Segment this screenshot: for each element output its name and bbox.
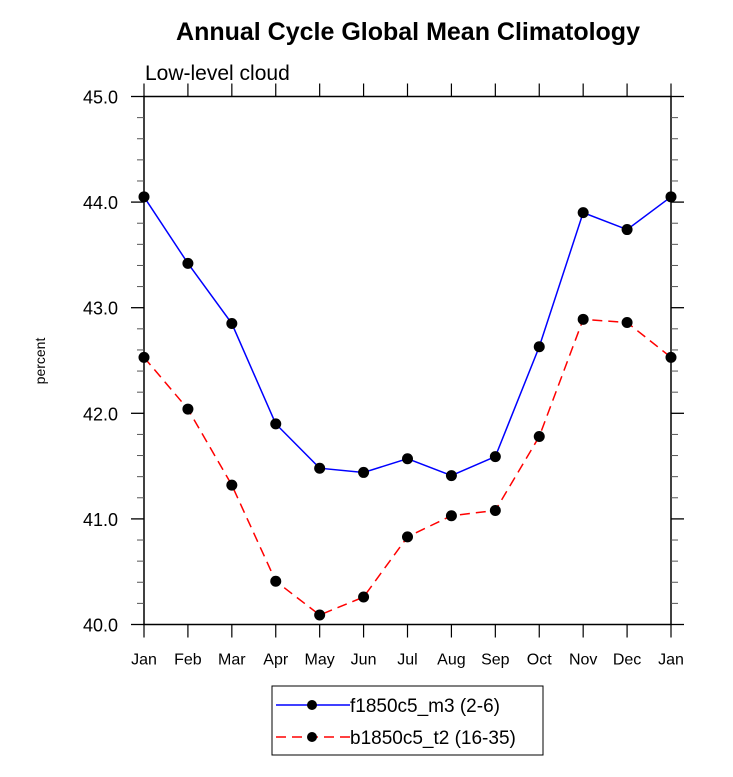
- series-line: [143, 318, 672, 616]
- x-tick-label: Jan: [131, 652, 157, 669]
- y-axis-label: percent: [32, 338, 48, 385]
- x-tick-label: Oct: [527, 652, 552, 669]
- data-point: [314, 609, 326, 621]
- series-layer: [138, 191, 677, 621]
- series-2: [138, 313, 677, 621]
- data-point: [577, 313, 589, 325]
- y-tick-label: 43.0: [83, 299, 118, 319]
- y-tick-label: 42.0: [83, 404, 118, 424]
- series-1: [138, 191, 677, 482]
- legend-box: [271, 685, 544, 756]
- series-line: [143, 196, 672, 477]
- data-point: [402, 531, 413, 543]
- data-point: [358, 466, 370, 478]
- data-point: [182, 257, 194, 269]
- legend: f1850c5_m3 (2-6) b1850c5_t2 (16-35): [271, 685, 544, 756]
- legend-label: f1850c5_m3 (2-6): [350, 696, 500, 717]
- y-tick-label: 45.0: [83, 88, 118, 108]
- data-point: [314, 462, 326, 474]
- legend-label: b1850c5_t2 (16-35): [350, 728, 516, 749]
- data-point: [621, 316, 633, 328]
- data-point: [577, 207, 589, 219]
- chart-subtitle: Low-level cloud: [145, 62, 290, 85]
- data-point: [138, 351, 150, 363]
- data-point: [270, 575, 282, 587]
- y-tick-label: 44.0: [83, 193, 118, 213]
- data-point: [270, 418, 282, 430]
- legend-item: b1850c5_t2 (16-35): [276, 728, 516, 749]
- data-point: [665, 351, 677, 363]
- x-tick-label: Dec: [613, 652, 641, 669]
- data-point: [226, 479, 238, 491]
- data-point: [226, 318, 238, 330]
- axes: Jan Feb Mar Apr May Jun Jul Aug Sep Oct Nov Dec Jan 4…: [83, 83, 684, 669]
- x-tick-label: Jul: [397, 652, 417, 669]
- y-tick-label: 41.0: [83, 510, 118, 530]
- y-tick-label: 40.0: [83, 616, 118, 636]
- legend-item: f1850c5_m3 (2-6): [276, 696, 500, 717]
- x-tick-label: Sep: [481, 652, 510, 669]
- legend-marker: [307, 732, 317, 742]
- data-point: [358, 591, 370, 603]
- data-point: [402, 453, 413, 465]
- legend-marker: [307, 700, 317, 710]
- data-point: [489, 451, 501, 463]
- data-point: [182, 403, 194, 415]
- data-point: [138, 191, 150, 203]
- plot-frame: [143, 95, 672, 626]
- data-point: [533, 431, 545, 443]
- chart-title: Annual Cycle Global Mean Climatology: [176, 18, 640, 46]
- x-tick-label: May: [305, 652, 335, 669]
- data-point: [445, 470, 457, 482]
- x-tick-label: Apr: [263, 652, 289, 669]
- x-tick-label: Feb: [174, 652, 202, 669]
- data-point: [533, 341, 545, 353]
- x-tick-label: Mar: [218, 652, 246, 669]
- x-tick-label: Jun: [351, 652, 377, 669]
- data-point: [445, 510, 457, 522]
- x-tick-label: Jan: [658, 652, 684, 669]
- x-tick-label: Nov: [569, 652, 597, 669]
- data-point: [489, 504, 501, 516]
- x-tick-label: Aug: [437, 652, 465, 669]
- data-point: [665, 191, 677, 203]
- data-point: [621, 224, 633, 236]
